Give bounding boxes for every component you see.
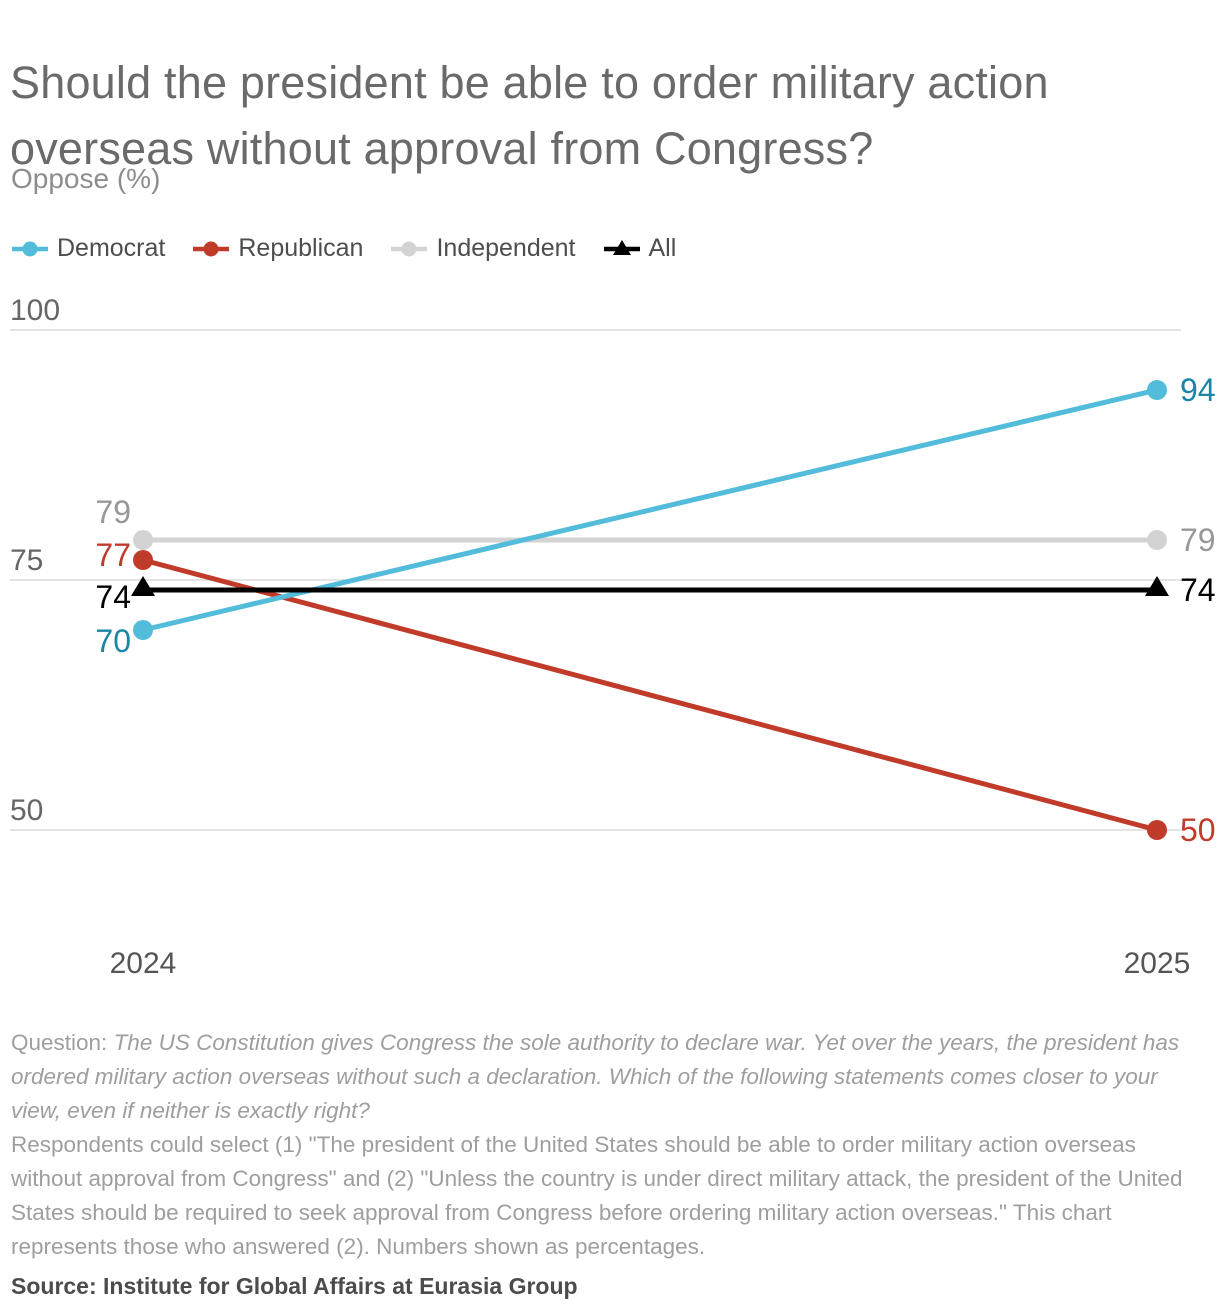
independent-end-point-marker <box>1147 530 1167 550</box>
legend-label-independent: Independent <box>436 234 576 262</box>
series-line-republican <box>142 557 1158 833</box>
value-label-republican-2024: 77 <box>95 537 131 573</box>
chart-legend: Democrat Republican Independent All <box>10 234 676 263</box>
legend-label-democrat: Democrat <box>57 234 166 262</box>
democrat-start-point-marker <box>133 620 153 640</box>
democrat-end-point-marker <box>1147 380 1167 400</box>
source-line: Source: Institute for Global Affairs at … <box>11 1273 578 1299</box>
legend-item-independent: Independent <box>389 234 576 263</box>
republican-end-point-marker <box>1147 820 1167 840</box>
independent-line-marker-icon <box>391 241 428 256</box>
legend-label-republican: Republican <box>238 234 364 262</box>
question-label: Question: <box>11 1030 114 1055</box>
series-line-democrat <box>142 387 1158 633</box>
question-text: The US Constitution gives Congress the s… <box>11 1030 1180 1123</box>
value-label-independent-2025: 79 <box>1180 522 1216 558</box>
y-tick-label-100: 100 <box>10 294 60 327</box>
value-label-all-2025: 74 <box>1180 572 1216 608</box>
value-label-independent-2024: 79 <box>95 494 131 530</box>
x-label-2024: 2024 <box>110 947 177 980</box>
legend-item-democrat: Democrat <box>10 234 165 263</box>
value-label-democrat-2024: 70 <box>95 623 131 659</box>
legend-item-all: All <box>602 234 677 263</box>
y-tick-label-75: 75 <box>10 544 43 577</box>
y-tick-label-50: 50 <box>10 794 43 827</box>
chart-footnote: Question: The US Constitution gives Cong… <box>11 1026 1197 1264</box>
value-label-republican-2025: 50 <box>1180 812 1216 848</box>
value-label-all-2024: 74 <box>95 579 131 615</box>
democrat-line-marker-icon <box>12 241 48 256</box>
legend-label-all: All <box>648 234 677 262</box>
republican-start-point-marker <box>133 550 153 570</box>
all-end-triangle-marker <box>1145 576 1169 596</box>
value-label-democrat-2025: 94 <box>1180 372 1216 408</box>
chart-subtitle: Oppose (%) <box>11 163 161 194</box>
respondents-note: Respondents could select (1) "The presid… <box>11 1132 1183 1259</box>
x-label-2025: 2025 <box>1124 947 1191 980</box>
legend-item-republican: Republican <box>191 234 363 263</box>
chart-title: Should the president be able to order mi… <box>10 57 1049 175</box>
slope-chart: 100 75 50 70 94 77 50 79 79 74 74 2024 2025 <box>10 294 1216 980</box>
republican-line-marker-icon <box>193 241 230 256</box>
all-start-triangle-marker <box>131 576 155 596</box>
independent-start-point-marker <box>133 530 153 550</box>
all-triangle-marker-icon <box>603 239 640 255</box>
